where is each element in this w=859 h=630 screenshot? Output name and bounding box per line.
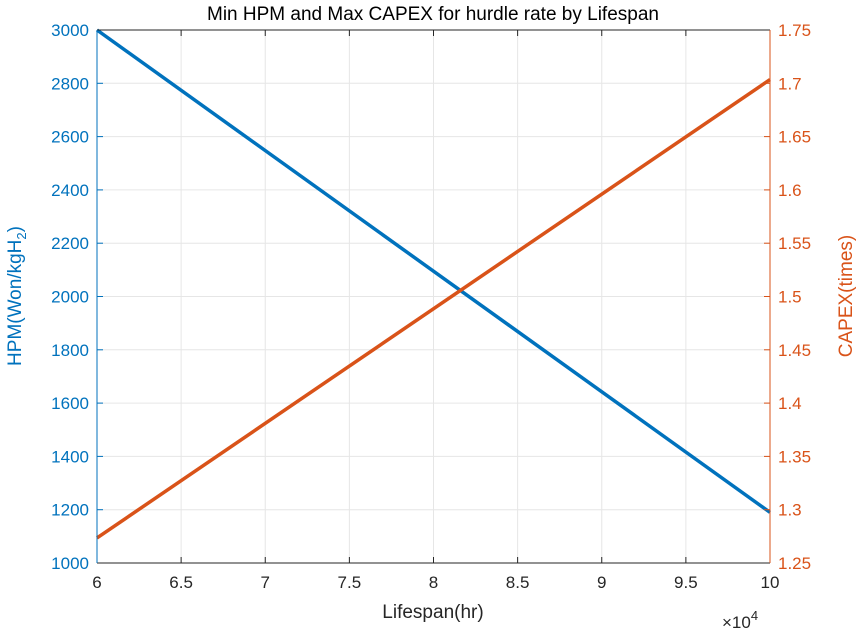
y-right-tick-label: 1.25	[778, 554, 811, 573]
y-left-label-close: )	[5, 226, 26, 232]
x-tick-label: 7.5	[338, 573, 362, 592]
series-line-hpm	[95, 28, 772, 514]
x-multiplier: ×104	[722, 608, 758, 630]
x-tick-label: 10	[761, 573, 780, 592]
y-right-tick-label: 1.7	[778, 74, 802, 93]
y-left-tick-label: 1400	[51, 447, 89, 466]
y-right-axis-label: CAPEX(times)	[836, 235, 857, 357]
series-group	[95, 28, 772, 540]
axes	[96, 29, 771, 564]
y-left-tick-label: 1000	[51, 554, 89, 573]
y-left-tick-label: 2200	[51, 234, 89, 253]
x-tick-label: 8	[429, 573, 438, 592]
x-tick-label: 7	[261, 573, 270, 592]
y-right-tick-label: 1.55	[778, 234, 811, 253]
y-right-tick-label: 1.65	[778, 128, 811, 147]
x-axis-label: Lifespan(hr)	[382, 602, 483, 623]
y-left-tick-label: 3000	[51, 21, 89, 40]
y-right-tick-label: 1.4	[778, 394, 802, 413]
y-right-tick-label: 1.45	[778, 341, 811, 360]
y-right-tick-label: 1.3	[778, 501, 802, 520]
chart-title: Min HPM and Max CAPEX for hurdle rate by…	[207, 4, 659, 25]
x-tick-label: 6.5	[169, 573, 193, 592]
x-tick-label: 9	[597, 573, 606, 592]
x-tick-label: 6	[92, 573, 101, 592]
y-left-tick-label: 2000	[51, 288, 89, 307]
y-left-tick-label: 1200	[51, 501, 89, 520]
y-right-tick-label: 1.35	[778, 447, 811, 466]
y-right-tick-label: 1.6	[778, 181, 802, 200]
y-left-tick-label: 1600	[51, 394, 89, 413]
x-tick-label: 9.5	[674, 573, 698, 592]
x-tick-label: 8.5	[506, 573, 530, 592]
y-left-tick-label: 2800	[51, 74, 89, 93]
series-line-capex	[96, 78, 771, 540]
x-multiplier-exp: 4	[751, 608, 758, 623]
y-left-label-main: HPM(Won/kgH	[5, 240, 26, 366]
y-left-axis-label: HPM(Won/kgH2)	[5, 226, 29, 366]
y-left-tick-label: 2600	[51, 128, 89, 147]
y-left-label-sub: 2	[14, 232, 29, 239]
y-left-tick-label: 2400	[51, 181, 89, 200]
y-left-tick-label: 1800	[51, 341, 89, 360]
y-right-tick-label: 1.5	[778, 288, 802, 307]
tick-labels: 6 6.5 7 7.5 8 8.5 9 9.5 10 1000 1200 1400 1600 1800 20…	[51, 21, 811, 592]
y-right-tick-label: 1.75	[778, 21, 811, 40]
x-multiplier-base: ×10	[722, 613, 751, 630]
